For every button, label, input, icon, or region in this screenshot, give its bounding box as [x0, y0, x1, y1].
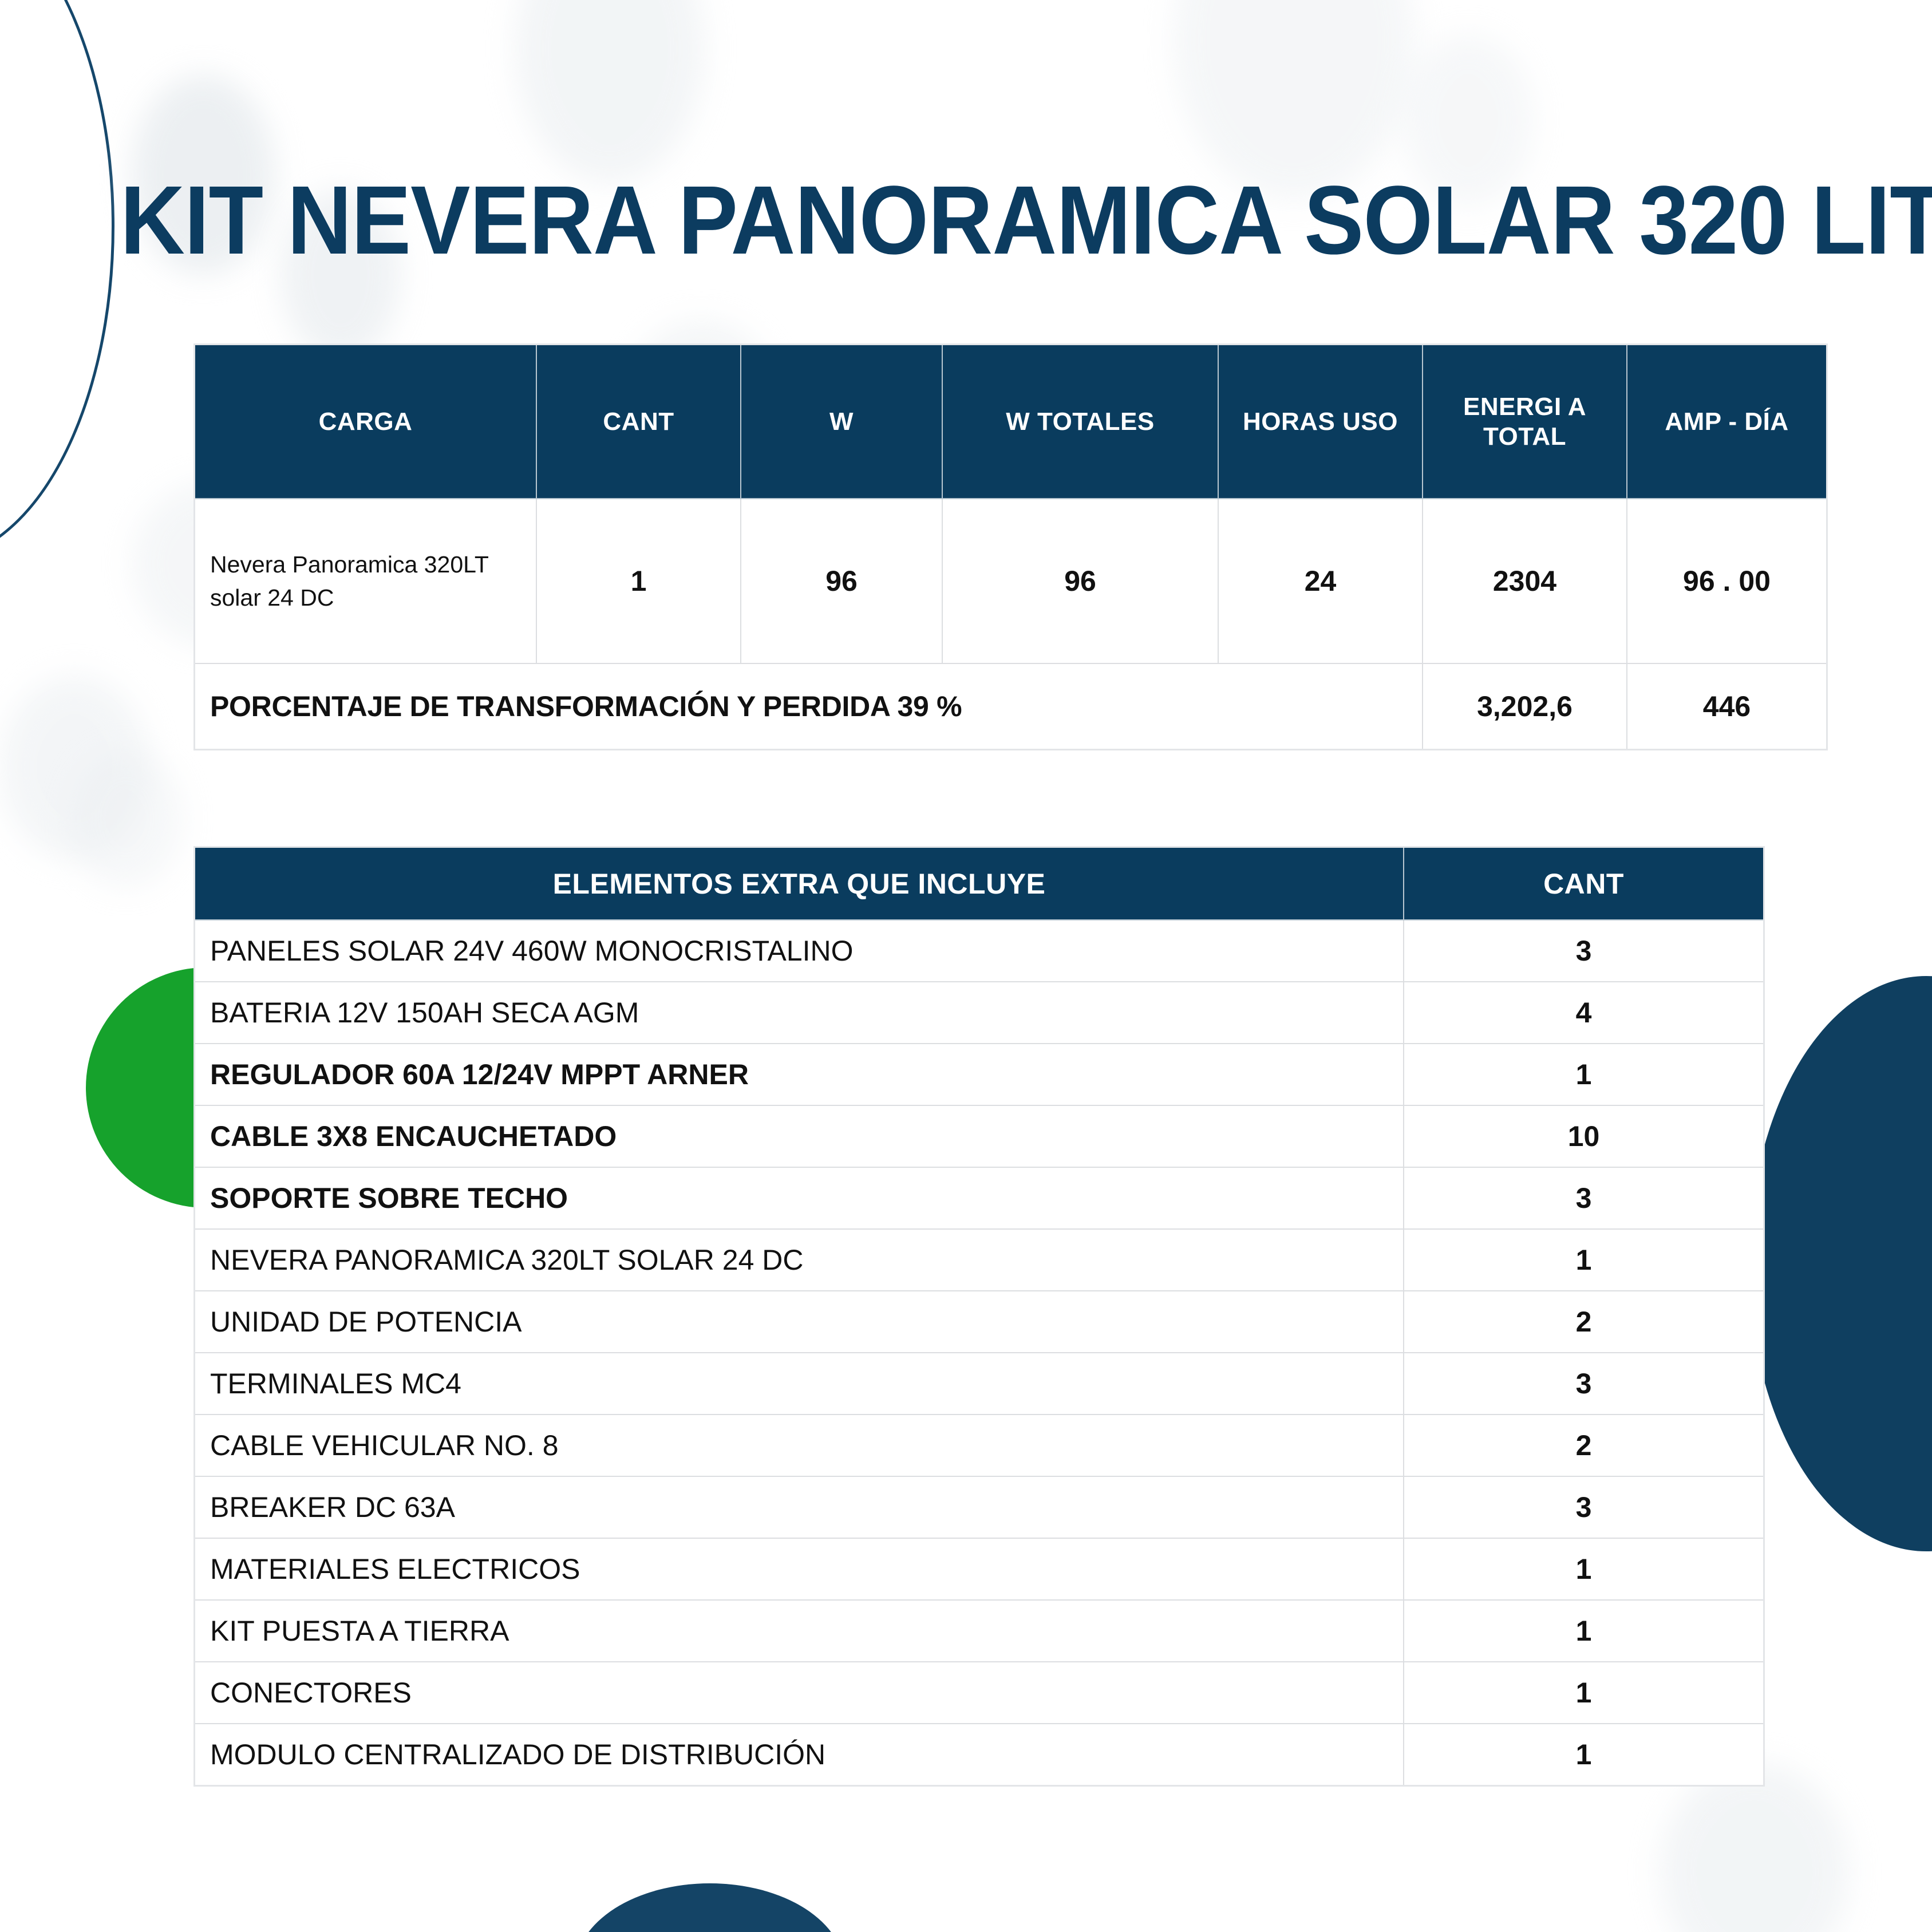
cell-item-qty: 1: [1403, 1599, 1765, 1662]
header-horas-uso: HORAS USO: [1218, 343, 1423, 499]
cell-cant: 1: [536, 498, 741, 664]
extras-included-table: ELEMENTOS EXTRA QUE INCLUYE CANT PANELES…: [193, 846, 1765, 1787]
cell-item-qty: 1: [1403, 1661, 1765, 1724]
cell-item-qty: 1: [1403, 1538, 1765, 1601]
bubble-shape: [69, 750, 183, 887]
table-row: BREAKER DC 63A 3: [193, 1476, 1765, 1539]
cell-item-name: PANELES SOLAR 24V 460W MONOCRISTALINO: [193, 919, 1404, 982]
cell-item-qty: 4: [1403, 981, 1765, 1044]
cell-carga: Nevera Panoramica 320LT solar 24 DC: [193, 498, 537, 664]
cell-item-name: KIT PUESTA A TIERRA: [193, 1599, 1404, 1662]
cell-item-qty: 2: [1403, 1414, 1765, 1477]
cell-item-name: UNIDAD DE POTENCIA: [193, 1290, 1404, 1353]
bubble-shape: [1660, 1763, 1849, 1932]
table-row: TERMINALES MC4 3: [193, 1352, 1765, 1415]
table-row: PANELES SOLAR 24V 460W MONOCRISTALINO 3: [193, 919, 1765, 982]
bubble-shape: [515, 0, 704, 183]
table-row: NEVERA PANORAMICA 320LT SOLAR 24 DC 1: [193, 1228, 1765, 1291]
cell-item-name: BATERIA 12V 150AH SECA AGM: [193, 981, 1404, 1044]
cell-item-name: TERMINALES MC4: [193, 1352, 1404, 1415]
table-row: SOPORTE SOBRE TECHO 3: [193, 1167, 1765, 1230]
footer-energia-total: 3,202,6: [1422, 663, 1627, 750]
cell-item-qty: 1: [1403, 1723, 1765, 1787]
table-row: KIT PUESTA A TIERRA 1: [193, 1599, 1765, 1662]
cell-item-qty: 3: [1403, 919, 1765, 982]
table-row: REGULADOR 60A 12/24V MPPT ARNER 1: [193, 1043, 1765, 1106]
cell-item-qty: 3: [1403, 1476, 1765, 1539]
cell-item-name: SOPORTE SOBRE TECHO: [193, 1167, 1404, 1230]
header-elementos-extra: ELEMENTOS EXTRA QUE INCLUYE: [193, 846, 1404, 920]
table-row: Nevera Panoramica 320LT solar 24 DC 1 96…: [193, 498, 1828, 664]
cell-energia-total: 2304: [1422, 498, 1627, 664]
cell-horas-uso: 24: [1218, 498, 1423, 664]
footer-amp-dia: 446: [1626, 663, 1828, 750]
header-w-totales: W TOTALES: [942, 343, 1219, 499]
table-header-row: CARGA CANT W W TOTALES HORAS USO ENERGI …: [193, 343, 1828, 499]
table-row: MATERIALES ELECTRICOS 1: [193, 1538, 1765, 1601]
table-row: CABLE 3X8 ENCAUCHETADO 10: [193, 1105, 1765, 1168]
header-carga: CARGA: [193, 343, 537, 499]
cell-item-qty: 2: [1403, 1290, 1765, 1353]
header-w: W: [740, 343, 943, 499]
cell-item-name: BREAKER DC 63A: [193, 1476, 1404, 1539]
footer-percentage-label: PORCENTAJE DE TRANSFORMACIÓN Y PERDIDA 3…: [193, 663, 1423, 750]
cell-item-qty: 1: [1403, 1043, 1765, 1106]
cell-item-qty: 10: [1403, 1105, 1765, 1168]
bubble-shape: [0, 675, 149, 859]
header-energia-total: ENERGI A TOTAL: [1422, 343, 1627, 499]
header-amp-dia: AMP - DÍA: [1626, 343, 1828, 499]
navy-shape-bottom: [575, 1883, 844, 1932]
cell-item-name: NEVERA PANORAMICA 320LT SOLAR 24 DC: [193, 1228, 1404, 1291]
cell-item-name: CABLE VEHICULAR NO. 8: [193, 1414, 1404, 1477]
extras-table-body: PANELES SOLAR 24V 460W MONOCRISTALINO 3 BA…: [193, 919, 1765, 1787]
cell-item-qty: 1: [1403, 1228, 1765, 1291]
navy-circle-accent-right: [1749, 976, 1932, 1551]
cell-item-name: MATERIALES ELECTRICOS: [193, 1538, 1404, 1601]
table-row: CONECTORES 1: [193, 1661, 1765, 1724]
cell-amp-dia: 96 . 00: [1626, 498, 1828, 664]
cell-item-qty: 3: [1403, 1167, 1765, 1230]
header-cant: CANT: [1403, 846, 1765, 920]
cell-item-name: MODULO CENTRALIZADO DE DISTRIBUCIÓN: [193, 1723, 1404, 1787]
cell-item-name: CONECTORES: [193, 1661, 1404, 1724]
table-row: MODULO CENTRALIZADO DE DISTRIBUCIÓN 1: [193, 1723, 1765, 1787]
table-header-row: ELEMENTOS EXTRA QUE INCLUYE CANT: [193, 846, 1765, 920]
table-row: BATERIA 12V 150AH SECA AGM 4: [193, 981, 1765, 1044]
header-cant: CANT: [536, 343, 741, 499]
arc-outline-shape: [0, 0, 114, 561]
table-footer-row: PORCENTAJE DE TRANSFORMACIÓN Y PERDIDA 3…: [193, 663, 1828, 750]
cell-w-totales: 96: [942, 498, 1219, 664]
cell-item-name: REGULADOR 60A 12/24V MPPT ARNER: [193, 1043, 1404, 1106]
page-title: KIT NEVERA PANORAMICA SOLAR 320 LITROS: [120, 166, 1932, 275]
table-row: UNIDAD DE POTENCIA 2: [193, 1290, 1765, 1353]
load-energy-table: CARGA CANT W W TOTALES HORAS USO ENERGI …: [193, 343, 1828, 750]
cell-item-name: CABLE 3X8 ENCAUCHETADO: [193, 1105, 1404, 1168]
cell-w: 96: [740, 498, 943, 664]
cell-item-qty: 3: [1403, 1352, 1765, 1415]
